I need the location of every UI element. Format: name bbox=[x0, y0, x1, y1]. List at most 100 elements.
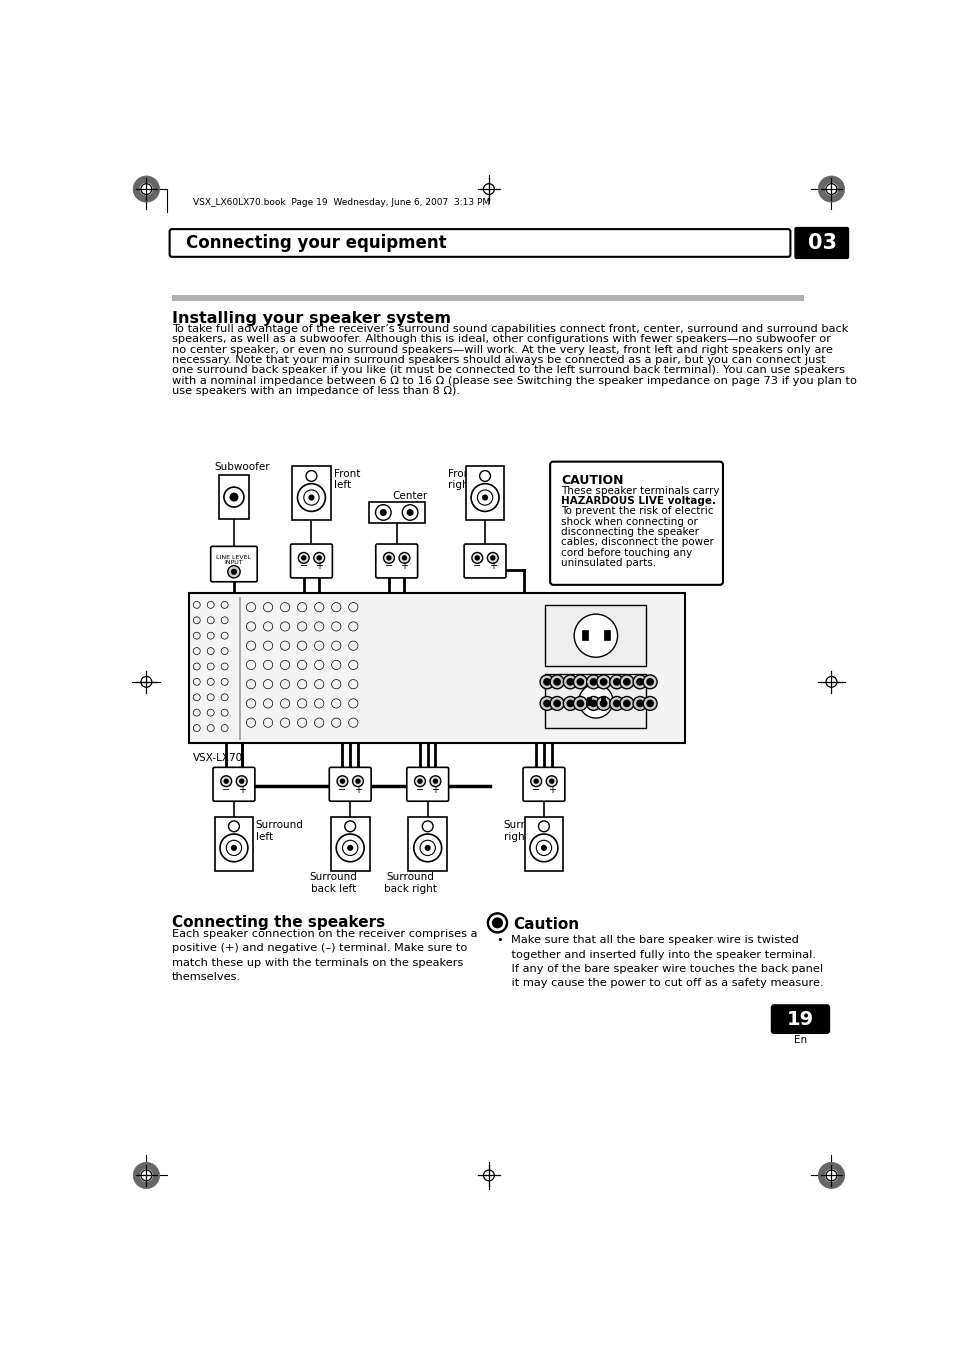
Bar bbox=[239, 597, 241, 739]
Circle shape bbox=[487, 553, 497, 563]
Circle shape bbox=[223, 778, 229, 784]
Text: necessary. Note that your main surround speakers should always be connected as a: necessary. Note that your main surround … bbox=[172, 355, 825, 365]
Text: CAUTION: CAUTION bbox=[560, 474, 623, 486]
Circle shape bbox=[433, 778, 437, 784]
Circle shape bbox=[636, 678, 643, 686]
Circle shape bbox=[550, 676, 563, 689]
Circle shape bbox=[823, 1169, 838, 1182]
Circle shape bbox=[550, 697, 563, 711]
Circle shape bbox=[355, 778, 360, 784]
Circle shape bbox=[415, 775, 425, 786]
Circle shape bbox=[633, 676, 646, 689]
Circle shape bbox=[487, 913, 507, 934]
Text: speakers, as well as a subwoofer. Although this is ideal, other configurations w: speakers, as well as a subwoofer. Althou… bbox=[172, 334, 830, 345]
Circle shape bbox=[347, 844, 353, 851]
Text: Caution: Caution bbox=[513, 917, 578, 932]
Circle shape bbox=[430, 775, 440, 786]
FancyBboxPatch shape bbox=[329, 767, 371, 801]
Text: no center speaker, or even no surround speakers—will work. At the very least, fr: no center speaker, or even no surround s… bbox=[172, 345, 832, 354]
Circle shape bbox=[645, 678, 654, 686]
Circle shape bbox=[533, 778, 538, 784]
Text: Installing your speaker system: Installing your speaker system bbox=[172, 311, 451, 326]
Circle shape bbox=[472, 553, 482, 563]
Circle shape bbox=[316, 555, 321, 561]
Circle shape bbox=[228, 566, 240, 578]
Text: −: − bbox=[532, 785, 539, 794]
Text: Connecting your equipment: Connecting your equipment bbox=[186, 234, 446, 253]
Bar bbox=[465, 466, 504, 520]
Circle shape bbox=[314, 553, 324, 563]
Circle shape bbox=[596, 676, 610, 689]
Circle shape bbox=[416, 778, 422, 784]
Bar bbox=[219, 474, 249, 519]
Text: −: − bbox=[338, 785, 346, 794]
Circle shape bbox=[609, 676, 623, 689]
Text: shock when connecting or: shock when connecting or bbox=[560, 516, 698, 527]
Text: Connecting the speakers: Connecting the speakers bbox=[172, 915, 385, 931]
Circle shape bbox=[424, 844, 431, 851]
Bar bbox=[189, 593, 684, 743]
FancyBboxPatch shape bbox=[291, 544, 332, 578]
Text: +: + bbox=[314, 562, 323, 571]
Bar bbox=[292, 466, 331, 520]
Text: Surround
back right: Surround back right bbox=[384, 871, 436, 893]
Circle shape bbox=[619, 676, 633, 689]
Circle shape bbox=[239, 778, 244, 784]
Bar bbox=[599, 697, 604, 705]
Circle shape bbox=[220, 775, 232, 786]
Circle shape bbox=[578, 684, 612, 719]
Circle shape bbox=[230, 493, 238, 501]
Circle shape bbox=[301, 555, 306, 561]
Circle shape bbox=[642, 676, 657, 689]
Text: +: + bbox=[354, 785, 361, 794]
Bar bbox=[214, 816, 253, 870]
Text: use speakers with an impedance of less than 8 Ω).: use speakers with an impedance of less t… bbox=[172, 386, 459, 396]
Circle shape bbox=[530, 775, 541, 786]
Circle shape bbox=[818, 1162, 843, 1189]
Circle shape bbox=[599, 678, 607, 686]
Bar bbox=[581, 630, 587, 640]
Text: uninsulated parts.: uninsulated parts. bbox=[560, 558, 656, 569]
Bar bbox=[172, 295, 802, 301]
Circle shape bbox=[622, 678, 630, 686]
Text: disconnecting the speaker: disconnecting the speaker bbox=[560, 527, 699, 538]
Circle shape bbox=[379, 509, 386, 516]
Circle shape bbox=[566, 678, 574, 686]
Text: Subwoofer: Subwoofer bbox=[214, 462, 270, 473]
Circle shape bbox=[562, 697, 577, 711]
Text: LINE LEVEL: LINE LEVEL bbox=[216, 555, 252, 561]
Circle shape bbox=[539, 697, 554, 711]
Circle shape bbox=[490, 555, 495, 561]
Text: Center: Center bbox=[393, 490, 428, 501]
Circle shape bbox=[231, 569, 236, 574]
Circle shape bbox=[622, 700, 630, 708]
Circle shape bbox=[574, 615, 617, 657]
Text: −: − bbox=[473, 562, 481, 571]
Circle shape bbox=[383, 553, 394, 563]
Circle shape bbox=[539, 676, 554, 689]
Text: with a nominal impedance between 6 Ω to 16 Ω (please see Switching the speaker i: with a nominal impedance between 6 Ω to … bbox=[172, 376, 856, 386]
Text: To take full advantage of the receiver’s surround sound capabilities connect fro: To take full advantage of the receiver’s… bbox=[172, 324, 847, 334]
FancyBboxPatch shape bbox=[213, 767, 254, 801]
Text: INPUT: INPUT bbox=[224, 561, 243, 565]
Circle shape bbox=[633, 697, 646, 711]
Circle shape bbox=[386, 555, 392, 561]
Text: VSX-LX70: VSX-LX70 bbox=[193, 753, 243, 763]
Text: Front
right: Front right bbox=[447, 469, 474, 490]
Circle shape bbox=[823, 182, 838, 196]
FancyBboxPatch shape bbox=[375, 544, 417, 578]
Bar bbox=[331, 816, 369, 870]
Circle shape bbox=[339, 778, 345, 784]
FancyBboxPatch shape bbox=[794, 227, 847, 258]
Text: +: + bbox=[237, 785, 246, 794]
Circle shape bbox=[612, 678, 620, 686]
Circle shape bbox=[599, 700, 607, 708]
Text: VSX_LX60LX70.book  Page 19  Wednesday, June 6, 2007  3:13 PM: VSX_LX60LX70.book Page 19 Wednesday, Jun… bbox=[193, 199, 490, 208]
Circle shape bbox=[542, 700, 550, 708]
Bar bbox=[545, 605, 645, 666]
Bar bbox=[545, 674, 645, 728]
Circle shape bbox=[609, 697, 623, 711]
FancyBboxPatch shape bbox=[464, 544, 505, 578]
Circle shape bbox=[481, 494, 488, 501]
Text: HAZARDOUS LIVE voltage.: HAZARDOUS LIVE voltage. bbox=[560, 496, 716, 505]
